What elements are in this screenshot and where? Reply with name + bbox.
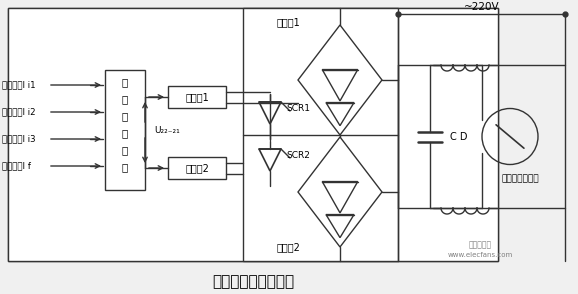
Text: 大: 大 [122, 145, 128, 155]
Bar [168, 86, 226, 108]
Text: 两相伺服电动机: 两相伺服电动机 [501, 174, 539, 183]
Text: U₂₂₋₂₁: U₂₂₋₂₁ [154, 126, 180, 134]
Text: SCR2: SCR2 [286, 151, 310, 160]
Text: SCR1: SCR1 [286, 103, 310, 113]
Text: 输入信号I i2: 输入信号I i2 [2, 108, 36, 116]
Text: C D: C D [450, 131, 468, 141]
Text: 输入信号I i1: 输入信号I i1 [2, 81, 36, 89]
Text: 反馈信号I f: 反馈信号I f [2, 161, 31, 171]
Text: www.elecfans.com: www.elecfans.com [447, 252, 513, 258]
Bar [8, 8, 498, 261]
Text: 输入信号I i3: 输入信号I i3 [2, 134, 36, 143]
Bar [8, 8, 498, 261]
Text: 电子发烧友: 电子发烧友 [468, 240, 491, 250]
Bar [168, 157, 226, 179]
Text: 前: 前 [122, 77, 128, 87]
Text: 主回路1: 主回路1 [276, 17, 300, 27]
Text: 触发器2: 触发器2 [185, 163, 209, 173]
Text: 置: 置 [122, 94, 128, 104]
Text: 触发器1: 触发器1 [185, 92, 209, 102]
Text: 主回路2: 主回路2 [276, 242, 300, 252]
Text: 器: 器 [122, 162, 128, 172]
Text: 伺服放大器组成框图: 伺服放大器组成框图 [212, 275, 294, 290]
Text: 磁: 磁 [122, 111, 128, 121]
Text: ~220V: ~220V [464, 2, 499, 12]
Bar [243, 8, 398, 261]
Bar [105, 70, 145, 190]
Text: 放: 放 [122, 128, 128, 138]
